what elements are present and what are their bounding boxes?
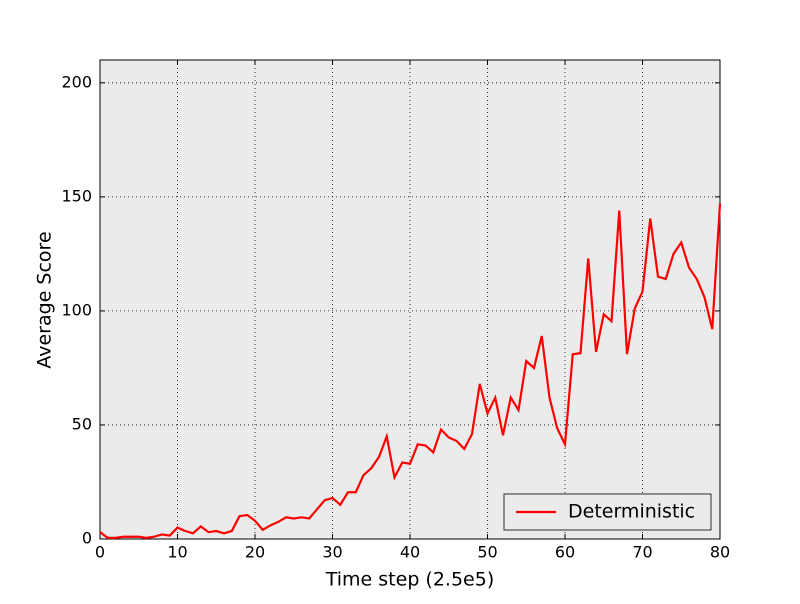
plot-background — [100, 60, 720, 539]
y-axis-label: Average Score — [34, 231, 56, 368]
x-tick-label: 0 — [95, 543, 105, 562]
x-tick-label: 60 — [555, 543, 575, 562]
y-tick-label: 150 — [61, 186, 92, 205]
plot-frame — [99, 59, 721, 540]
data-line — [99, 203, 722, 539]
x-tick-label: 50 — [477, 543, 497, 562]
y-tick-label: 0 — [82, 529, 92, 548]
legend-label: Deterministic — [568, 501, 695, 523]
x-tick-label: 40 — [400, 543, 420, 562]
x-tick-label: 20 — [245, 543, 265, 562]
y-tick-label: 100 — [61, 300, 92, 319]
y-tick-label: 50 — [72, 414, 92, 433]
x-tick-label: 30 — [322, 543, 342, 562]
x-tick-label: 10 — [167, 543, 187, 562]
x-tick-label: 80 — [710, 543, 730, 562]
x-axis-label: Time step (2.5e5) — [325, 569, 495, 591]
x-tick-label: 70 — [632, 543, 652, 562]
y-tick-label: 200 — [61, 72, 92, 91]
